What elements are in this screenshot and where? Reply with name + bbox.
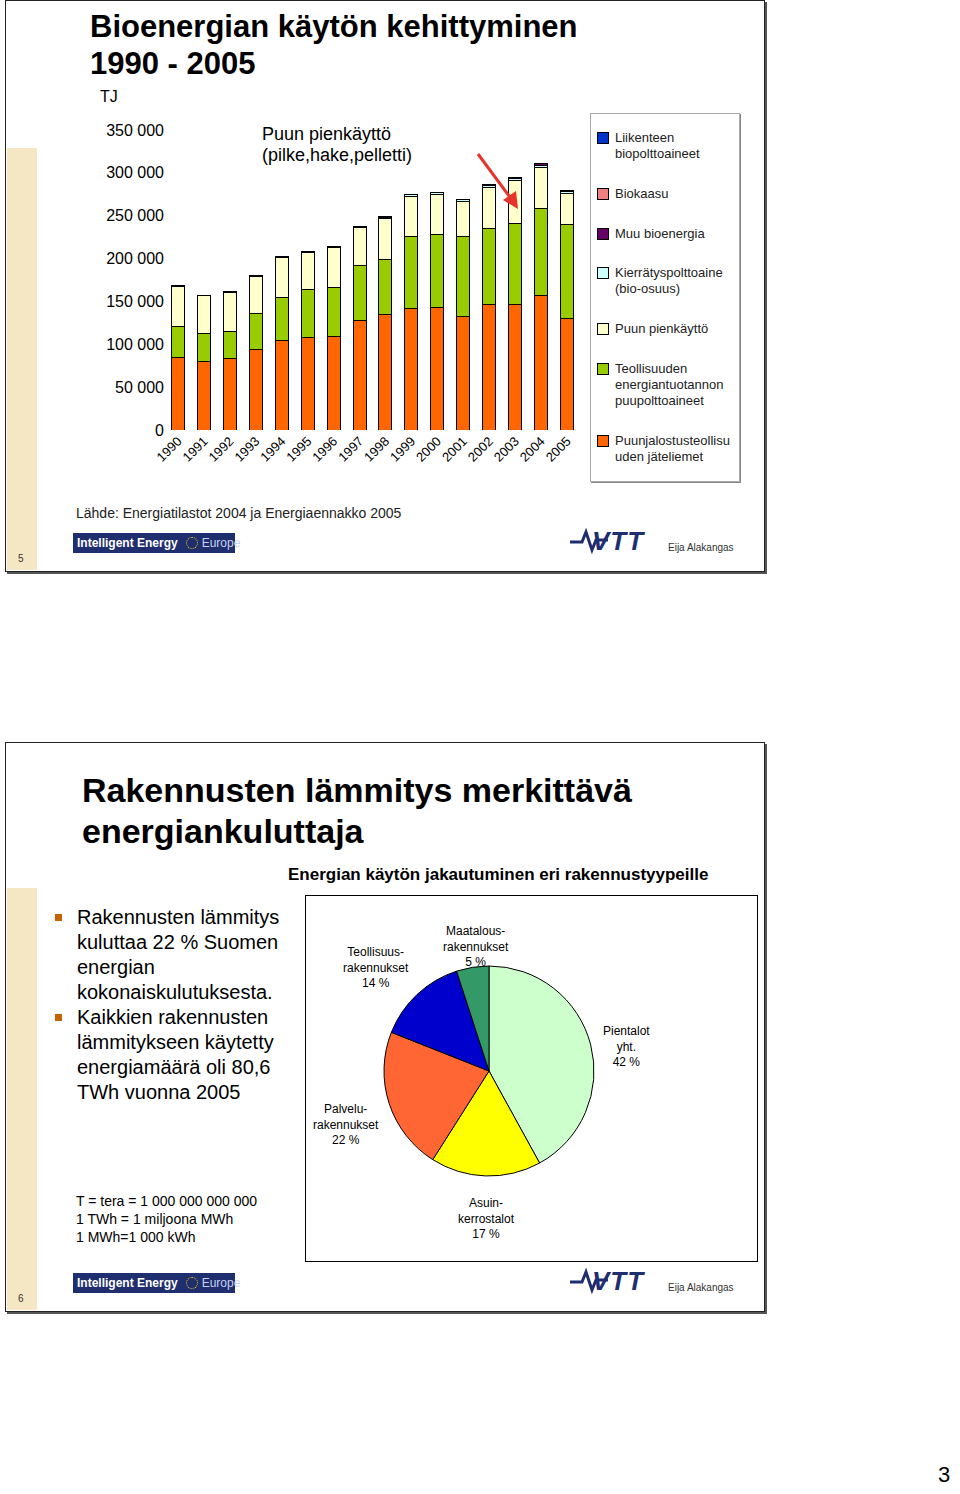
html-text:Teollisuuden energiantuotannon: Teollisuuden energiantuotannon puupoltto… xyxy=(615,361,724,409)
html-text:Muu bioenergia: Muu bioenergia xyxy=(615,225,705,241)
html-text:1 TWh = 1 miljoona MWh: 1 TWh = 1 miljoona MWh xyxy=(76,1211,234,1227)
svg-text:1992: 1992 xyxy=(206,434,237,465)
html-text:Rakennusten lämmitys kuluttaa: Rakennusten lämmitys kuluttaa 22 % Suome… xyxy=(77,906,280,1003)
html-text:Intelligent Energy: Intelligent Energy xyxy=(77,1276,178,1290)
html-text:VTT: VTT xyxy=(592,1266,645,1296)
svg-text:Pientalotyht.42 %: Pientalotyht.42 % xyxy=(603,1024,650,1069)
html-text:Eija Alakangas: Eija Alakangas xyxy=(668,542,734,553)
html-text:T = tera = 1 000 000 000 000: T = tera = 1 000 000 000 000 xyxy=(76,1193,258,1209)
html-text:Kierrätyspolttoaine (bio-osuus: Kierrätyspolttoaine (bio-osuus) xyxy=(615,265,723,297)
html-text:Eija Alakangas: Eija Alakangas xyxy=(668,1282,734,1293)
svg-text:Teollisuus-rakennukset14 %: Teollisuus-rakennukset14 % xyxy=(343,945,409,990)
svg-text:2003: 2003 xyxy=(491,434,522,465)
svg-text:300 000: 300 000 xyxy=(106,164,164,181)
html-text:Lähde: Energiatilastot 2004 ja: Lähde: Energiatilastot 2004 ja Energiaen… xyxy=(76,505,402,521)
svg-text:Asuin-kerrostalot17 %: Asuin-kerrostalot17 % xyxy=(458,1196,515,1241)
html-text:3: 3 xyxy=(938,1462,951,1487)
svg-text:1990: 1990 xyxy=(154,434,185,465)
svg-text:0: 0 xyxy=(155,422,164,439)
html-text:1 MWh=1 000 kWh: 1 MWh=1 000 kWh xyxy=(76,1229,196,1245)
html-text:6: 6 xyxy=(18,1293,24,1304)
html-text:Energian käytön jakautuminen e: Energian käytön jakautuminen eri rakennu… xyxy=(288,865,709,884)
svg-text:2005: 2005 xyxy=(543,434,574,465)
html-text:Rakennusten lämmitys merkittäv: Rakennusten lämmitys merkittävä energian… xyxy=(82,771,632,850)
html-text:Puun pienkäyttö (pilke,hake,pe: Puun pienkäyttö (pilke,hake,pelletti) xyxy=(262,124,413,165)
svg-text:1999: 1999 xyxy=(387,434,418,465)
html-text:Bioenergian käytön kehittymine: Bioenergian käytön kehittyminen 1990 - 2… xyxy=(90,9,578,82)
html-text:Intelligent Energy: Intelligent Energy xyxy=(77,536,178,550)
svg-text:2004: 2004 xyxy=(517,434,548,465)
svg-text:2001: 2001 xyxy=(439,434,470,465)
svg-text:1991: 1991 xyxy=(180,434,211,465)
html-text:Biokaasu: Biokaasu xyxy=(615,185,669,201)
svg-text:350 000: 350 000 xyxy=(106,122,164,139)
html-text:Puunjalostusteollisuuden jätel: Puunjalostusteollisuuden jäteliemet xyxy=(615,433,730,464)
svg-text:200 000: 200 000 xyxy=(106,250,164,267)
svg-text:1997: 1997 xyxy=(335,434,366,465)
svg-text:1994: 1994 xyxy=(257,434,288,465)
html-text:VTT: VTT xyxy=(592,526,645,556)
svg-text:2002: 2002 xyxy=(465,434,496,465)
html-text:5: 5 xyxy=(18,553,24,564)
html-text:Kaikkien rakennusten lämmityks: Kaikkien rakennusten lämmitykseen käytet… xyxy=(77,1006,274,1103)
svg-text:2000: 2000 xyxy=(413,434,444,465)
svg-text:250 000: 250 000 xyxy=(106,207,164,224)
svg-text:100 000: 100 000 xyxy=(106,336,164,353)
svg-text:1993: 1993 xyxy=(231,434,262,465)
html-text:Puun pienkäyttö: Puun pienkäyttö xyxy=(615,321,709,337)
svg-text:1995: 1995 xyxy=(283,434,314,465)
html-text:Europe: Europe xyxy=(201,536,241,550)
svg-text:1998: 1998 xyxy=(361,434,392,465)
svg-text:150 000: 150 000 xyxy=(106,293,164,310)
svg-text:50 000: 50 000 xyxy=(115,379,164,396)
svg-text:Palvelu-rakennukset22 %: Palvelu-rakennukset22 % xyxy=(313,1102,379,1147)
html-text:Europe: Europe xyxy=(201,1276,241,1290)
html-text:Liikenteen biopolttoaineet: Liikenteen biopolttoaineet xyxy=(615,129,700,161)
html-text:TJ: TJ xyxy=(100,88,118,105)
svg-text:1996: 1996 xyxy=(309,434,340,465)
svg-text:Maatalous-rakennukset5 %: Maatalous-rakennukset5 % xyxy=(443,924,509,969)
